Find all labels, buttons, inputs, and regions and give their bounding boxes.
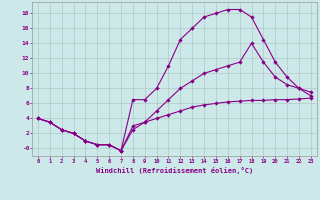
X-axis label: Windchill (Refroidissement éolien,°C): Windchill (Refroidissement éolien,°C) (96, 167, 253, 174)
